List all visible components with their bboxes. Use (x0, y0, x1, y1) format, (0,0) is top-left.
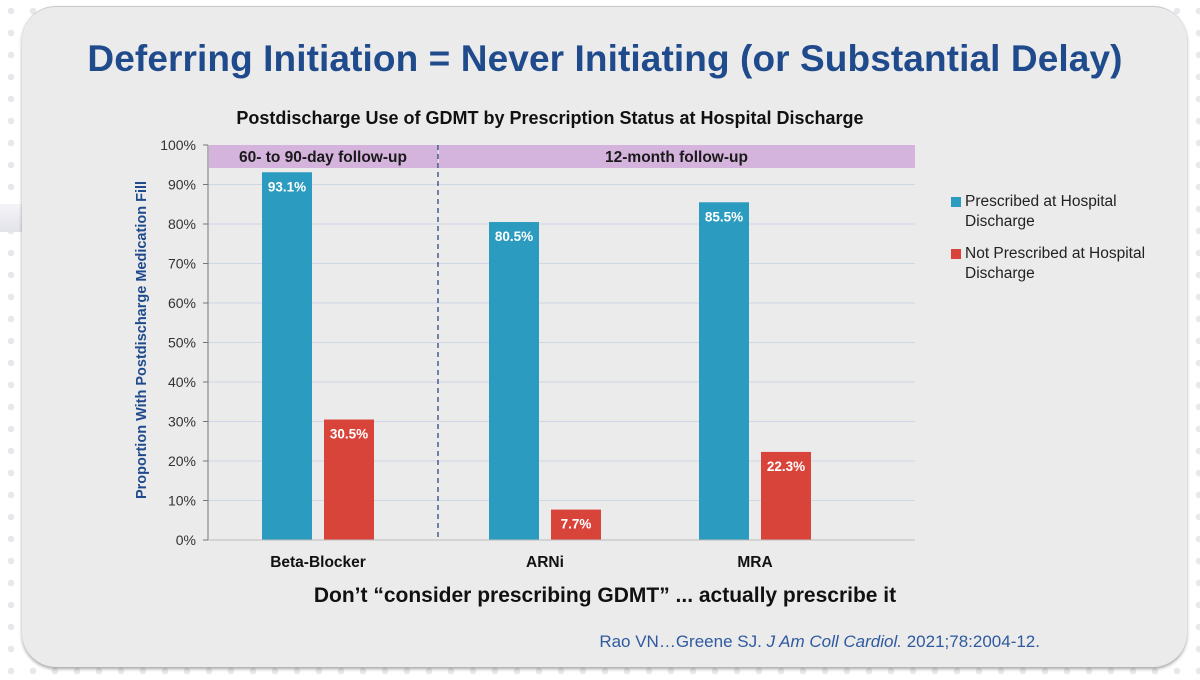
header-band (209, 145, 438, 168)
citation: Rao VN…Greene SJ. J Am Coll Cardiol. 202… (480, 632, 1040, 652)
citation-journal: J Am Coll Cardiol. (766, 632, 902, 651)
bar-data-label: 85.5% (705, 209, 743, 224)
bar-not-prescribed (324, 419, 374, 540)
bar-data-label: 80.5% (495, 229, 533, 244)
legend-swatch-not-prescribed (951, 249, 961, 259)
legend-label: Not Prescribed at Hospital Discharge (965, 245, 1146, 282)
bar-prescribed (489, 222, 539, 540)
y-tick-label: 10% (168, 493, 196, 509)
x-category-label: ARNi (526, 554, 564, 571)
y-tick-label: 50% (168, 335, 196, 351)
bar-prescribed (699, 202, 749, 540)
y-tick-label: 0% (176, 532, 196, 548)
bar-data-label: 93.1% (268, 179, 306, 194)
y-tick-label: 30% (168, 414, 196, 430)
axes: 0% 10% 20% 30% 40% 50% 60% 70% 80% 90% 100% Beta-Bl… (160, 137, 915, 571)
slide-panel (22, 6, 1187, 667)
bar-data-label: 7.7% (561, 517, 592, 532)
header-band-label: 12-month follow-up (605, 149, 748, 166)
y-axis-label: Proportion With Postdischarge Medication… (134, 181, 150, 499)
citation-details: 2021;78:2004-12. (906, 632, 1040, 651)
bar-data-label: 30.5% (330, 427, 368, 442)
legend-label: Prescribed at Hospital Discharge (965, 193, 1117, 230)
bar-data-label: 22.3% (767, 459, 805, 474)
y-tick-label: 100% (160, 137, 196, 153)
y-tick-label: 20% (168, 453, 196, 469)
legend: Prescribed at Hospital Discharge Not Pre… (949, 192, 1169, 296)
bar-not-prescribed (761, 451, 811, 540)
bars: 93.1% 80.5% 85.5% 30.5% 7.7% 22.3% (262, 172, 811, 540)
y-tick-label: 70% (168, 256, 196, 272)
takeaway-message: Don’t “consider prescribing GDMT” ... ac… (313, 584, 897, 607)
y-tick-label: 80% (168, 216, 196, 232)
x-category-label: Beta-Blocker (270, 554, 366, 571)
slide-title: Deferring Initiation = Never Initiating … (87, 38, 1123, 79)
bar-prescribed (262, 172, 312, 540)
y-tick-label: 90% (168, 177, 196, 193)
follow-up-header-bands: 60- to 90-day follow-up 12-month follow-u… (209, 145, 915, 168)
bar-not-prescribed (551, 509, 601, 540)
y-tick-label: 40% (168, 374, 196, 390)
header-band-label: 60- to 90-day follow-up (239, 149, 407, 166)
x-category-label: MRA (737, 554, 772, 571)
header-band (439, 145, 915, 168)
legend-swatch-prescribed (951, 197, 961, 207)
citation-authors: Rao VN…Greene SJ. (599, 632, 762, 651)
chart-title: Postdischarge Use of GDMT by Prescriptio… (236, 108, 864, 128)
side-tab (0, 204, 22, 232)
legend-item-prescribed: Prescribed at Hospital Discharge (949, 192, 1169, 232)
legend-item-not-prescribed: Not Prescribed at Hospital Discharge (949, 244, 1169, 284)
y-tick-label: 60% (168, 295, 196, 311)
